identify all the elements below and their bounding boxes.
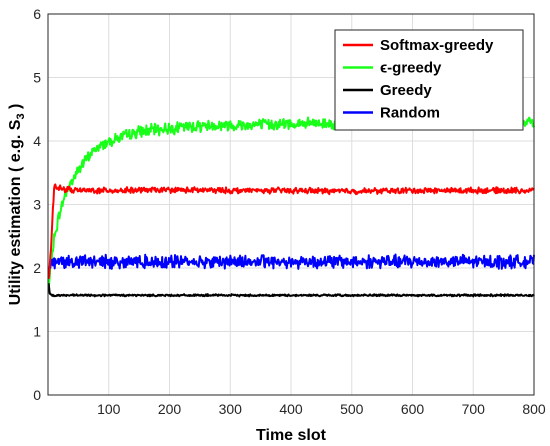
legend-label: Softmax-greedy: [380, 37, 494, 54]
y-tick-label: 4: [33, 133, 41, 149]
series-line: [47, 283, 535, 298]
plot-frame: [47, 13, 535, 396]
legend-label: Random: [380, 105, 440, 122]
y-axis-title: Utility estimation ( e.g. S3 ): [7, 104, 27, 306]
x-tick-label: 100: [97, 401, 121, 417]
x-tick-label: 300: [219, 401, 243, 417]
legend-label: Greedy: [380, 82, 432, 99]
x-tick-label: 500: [340, 401, 364, 417]
y-tick-label: 0: [33, 387, 41, 403]
series-line: [47, 253, 535, 277]
y-tick-label: 6: [33, 6, 41, 22]
y-tick-label: 5: [33, 70, 41, 86]
x-tick-label: 600: [401, 401, 425, 417]
y-tick-label: 3: [33, 197, 41, 213]
y-axis-title-suffix: ): [7, 104, 24, 114]
x-tick-label: 800: [522, 401, 546, 417]
series-line: [47, 183, 535, 280]
legend: Softmax-greedy ϵ-greedy Greedy Random: [334, 29, 524, 131]
y-axis-title-subscript: 3: [15, 113, 27, 119]
y-tick-label: 2: [33, 260, 41, 276]
x-tick-label: 700: [462, 401, 486, 417]
ticks: 100 200 300 400 500 600 700 800 0 1 2 3 4 5 6: [33, 6, 546, 417]
legend-label: ϵ-greedy: [380, 60, 442, 77]
y-axis-title-main: Utility estimation ( e.g. S: [7, 119, 24, 305]
x-axis-title: Time slot: [256, 427, 327, 444]
x-tick-label: 400: [279, 401, 303, 417]
y-tick-label: 1: [33, 324, 41, 340]
x-tick-label: 200: [158, 401, 182, 417]
